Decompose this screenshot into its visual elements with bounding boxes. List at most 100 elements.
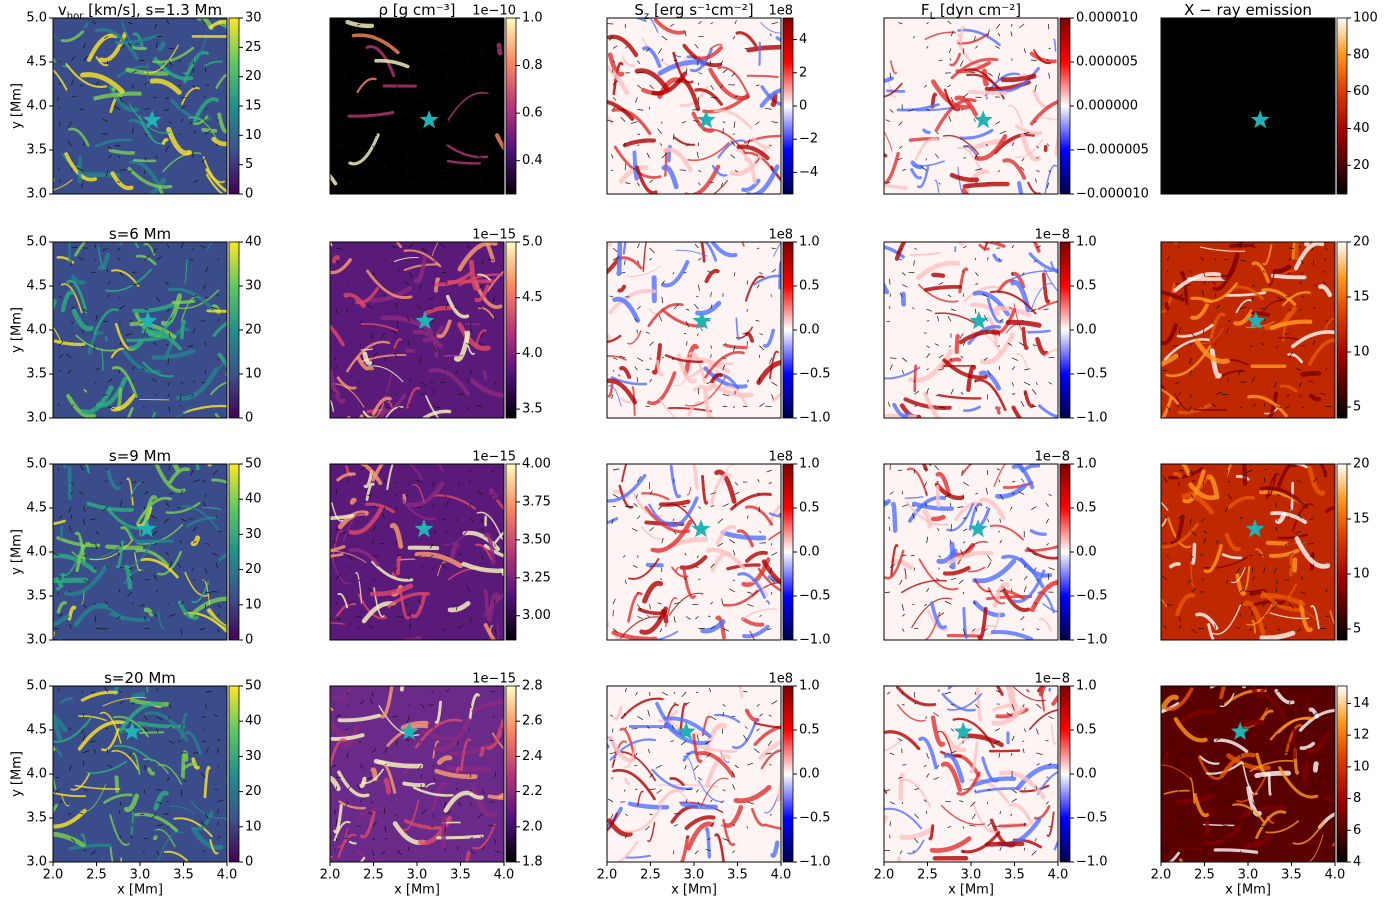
colorbar-tick-label: 0.000000 — [1076, 99, 1138, 114]
colorbar-tick-label: 40 — [245, 235, 262, 250]
colorbar-offset: 1e8 — [768, 672, 793, 687]
colorbar-tick-label: 5 — [1353, 400, 1361, 415]
colorbar — [783, 686, 793, 862]
colorbar — [1337, 18, 1347, 194]
texture-stroke — [899, 858, 900, 877]
colorbar — [229, 18, 239, 194]
texture-stroke — [210, 443, 242, 465]
texture-stroke — [1268, 543, 1287, 544]
texture-stroke — [970, 92, 1005, 93]
colorbar-tick-label: 2.4 — [522, 749, 543, 764]
colorbar-tick-label: 0.5 — [799, 501, 820, 516]
x-tick-label: 3.0 — [1238, 868, 1259, 883]
colorbar-tick-label: 0.000010 — [1076, 11, 1138, 26]
texture-stroke — [380, 455, 415, 464]
colorbar — [783, 242, 793, 418]
colorbar — [229, 464, 239, 640]
colorbar-tick-label: 0.0 — [1076, 323, 1097, 338]
colorbar-tick-label: −2 — [799, 132, 818, 147]
colorbar — [1060, 464, 1070, 640]
y-tick-label: 4.0 — [26, 99, 47, 114]
colorbar-tick-label: 1.0 — [799, 457, 820, 472]
colorbar-tick-label: 12 — [1353, 728, 1370, 743]
colorbar-tick-label: 0.0 — [1076, 767, 1097, 782]
panel: 5101520 — [1133, 216, 1369, 427]
colorbar-tick-label: 10 — [245, 819, 262, 834]
texture-stroke — [619, 375, 620, 376]
colorbar-tick-label: 20 — [1353, 457, 1370, 472]
colorbar-tick-label: 0 — [245, 633, 253, 648]
texture-stroke — [773, 95, 775, 104]
x-tick-label: 2.0 — [43, 868, 64, 883]
x-tick-label: 3.5 — [1281, 868, 1302, 883]
colorbar-offset: 1e−8 — [1035, 450, 1070, 465]
x-tick-label: 3.5 — [1004, 868, 1025, 883]
texture-stroke — [352, 500, 354, 502]
y-tick-label: 4.5 — [26, 501, 47, 516]
texture-stroke — [448, 768, 489, 769]
texture-stroke — [373, 770, 375, 779]
colorbar-tick-label: 4.0 — [522, 346, 543, 361]
colorbar-tick-label: 3.00 — [522, 608, 551, 623]
colorbar-tick-label: 1.0 — [522, 11, 543, 26]
colorbar-offset: 1e−10 — [472, 4, 516, 19]
texture-stroke — [1167, 304, 1168, 309]
panel-title: X − ray emission — [1184, 1, 1312, 19]
y-tick-label: 4.5 — [26, 55, 47, 70]
panel: −1.0−0.50.00.51.01e8 — [572, 228, 830, 427]
colorbar-tick-label: 15 — [1353, 512, 1370, 527]
texture-stroke — [984, 71, 986, 84]
x-tick-label: 2.5 — [86, 868, 107, 883]
y-axis-label: y [Mm] — [10, 83, 25, 129]
panel: FL [dyn cm⁻²]−0.000010−0.0000050.0000000… — [850, 1, 1149, 212]
y-tick-label: 5.0 — [26, 11, 47, 26]
panel: 2.02.53.03.54.0x [Mm]468101214 — [1138, 667, 1372, 897]
title-part: [km/s], s=1.3 Mm — [83, 1, 222, 19]
texture-stroke — [203, 130, 215, 131]
texture-stroke — [938, 487, 939, 506]
colorbar-tick-label: 3.75 — [522, 494, 551, 509]
x-tick-label: 4.0 — [771, 868, 792, 883]
title-part: s=20 Mm — [104, 669, 176, 687]
texture-stroke — [444, 818, 445, 846]
x-tick-label: 3.5 — [173, 868, 194, 883]
title-part: [erg s⁻¹cm⁻²] — [649, 1, 753, 19]
texture-stroke — [457, 768, 458, 771]
texture-stroke — [481, 748, 483, 755]
colorbar-tick-label: 0.0 — [799, 767, 820, 782]
texture-stroke — [1294, 729, 1295, 757]
texture-stroke — [1296, 235, 1297, 258]
texture-stroke — [65, 437, 72, 467]
y-tick-label: 5.0 — [26, 235, 47, 250]
texture-stroke — [597, 241, 610, 245]
image-background — [884, 242, 1058, 418]
y-tick-label: 3.5 — [26, 811, 47, 826]
panel: vhor [km/s], s=1.3 Mm3.03.54.04.55.0y [M… — [10, 1, 262, 217]
colorbar-tick-label: 10 — [245, 367, 262, 382]
texture-stroke — [1303, 373, 1319, 374]
texture-stroke — [1269, 775, 1270, 794]
title-part: hor — [67, 11, 84, 22]
colorbar-offset: 1e8 — [768, 450, 793, 465]
colorbar-offset: 1e−15 — [472, 228, 516, 243]
texture-stroke — [777, 794, 809, 800]
colorbar-tick-label: 0.000005 — [1076, 55, 1138, 70]
texture-stroke — [207, 214, 221, 242]
colorbar-tick-label: −1.0 — [799, 855, 831, 870]
texture-stroke — [1193, 544, 1195, 563]
colorbar-tick-label: 50 — [245, 679, 262, 694]
y-tick-label: 3.0 — [26, 855, 47, 870]
colorbar-tick-label: 0.5 — [1076, 723, 1097, 738]
colorbar — [1060, 686, 1070, 862]
colorbar-tick-label: 2.2 — [522, 784, 543, 799]
colorbar-tick-label: 0 — [245, 411, 253, 426]
texture-stroke — [965, 184, 1008, 186]
texture-stroke — [134, 160, 155, 161]
panel: 3.54.04.55.01e−15 — [302, 227, 542, 436]
colorbar — [783, 18, 793, 194]
colorbar-tick-label: 40 — [1353, 121, 1370, 136]
panel: 3.003.253.503.754.001e−15 — [308, 446, 551, 656]
panel: s=9 Mm3.03.54.04.55.0y [Mm]01020304050 — [10, 437, 262, 664]
colorbar-tick-label: 0.0 — [799, 323, 820, 338]
colorbar-tick-label: −1.0 — [799, 411, 831, 426]
